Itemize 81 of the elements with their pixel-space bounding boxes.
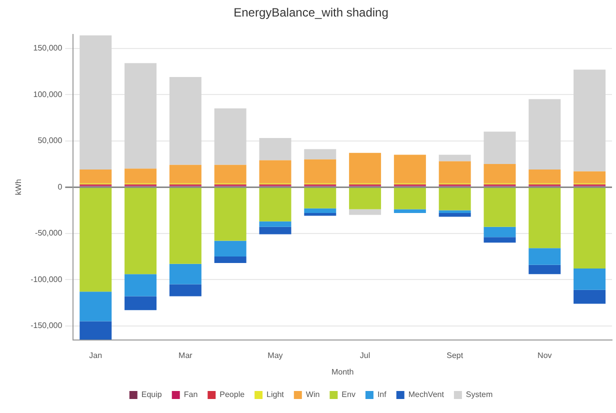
legend-label: People <box>220 390 246 400</box>
bar <box>169 264 202 284</box>
y-tick-label: -50,000 <box>35 228 63 238</box>
bar <box>124 188 157 274</box>
bar <box>80 188 112 292</box>
x-tick-label: Sept <box>446 350 464 360</box>
bar <box>304 213 336 216</box>
bar <box>438 154 471 162</box>
bar <box>349 152 382 184</box>
bar <box>259 138 292 160</box>
bar <box>304 159 336 184</box>
legend-label: Win <box>306 390 320 400</box>
bar <box>484 132 516 164</box>
bar <box>438 213 471 217</box>
x-tick-label: Mar <box>178 350 193 360</box>
x-axis-title: Month <box>331 367 354 376</box>
bar <box>574 290 606 304</box>
bar <box>528 248 561 265</box>
bar <box>349 188 382 210</box>
bar <box>169 188 202 264</box>
bar <box>259 188 292 222</box>
bar <box>438 188 471 210</box>
bar <box>304 149 336 160</box>
bar <box>438 210 471 214</box>
bar <box>169 76 202 165</box>
x-tick-label: Nov <box>538 350 552 360</box>
bar <box>528 170 561 184</box>
y-axis-title: kWh <box>14 179 24 196</box>
bar <box>394 209 426 214</box>
legend-label: System <box>466 390 493 400</box>
bar <box>574 268 606 290</box>
bar <box>214 188 246 241</box>
y-tick-label: 150,000 <box>33 43 63 52</box>
x-tick-label: Jul <box>360 350 370 360</box>
bar <box>124 296 157 310</box>
bar <box>259 226 292 234</box>
bar <box>574 171 606 184</box>
legend-label: Equip <box>141 390 162 400</box>
bar <box>80 321 112 340</box>
bar <box>394 188 426 210</box>
bar <box>528 188 561 248</box>
bar <box>214 164 246 184</box>
y-tick-label: 0 <box>58 182 63 192</box>
legend-label: Fan <box>184 390 198 400</box>
bar <box>80 170 112 184</box>
bar <box>574 188 606 269</box>
bar <box>80 35 112 170</box>
x-tick-label: May <box>268 350 283 360</box>
bar <box>438 161 471 184</box>
bar <box>124 274 157 296</box>
bar <box>124 168 157 184</box>
bar <box>169 164 202 184</box>
bar <box>484 226 516 238</box>
y-tick-label: 50,000 <box>38 136 63 146</box>
bar <box>349 209 382 215</box>
bar <box>528 99 561 170</box>
bar <box>484 164 516 184</box>
bar <box>169 284 202 296</box>
bar <box>80 292 112 322</box>
y-tick-label: 100,000 <box>33 90 63 99</box>
y-tick-label: -100,000 <box>30 274 63 284</box>
bar <box>394 154 426 184</box>
bar <box>528 264 561 274</box>
legend-label: Light <box>266 390 285 400</box>
bar <box>214 108 246 165</box>
bar <box>259 221 292 227</box>
bar <box>484 188 516 227</box>
bar <box>214 240 246 257</box>
bar <box>304 188 336 208</box>
legend-label: Env <box>342 390 356 400</box>
bar <box>214 256 246 263</box>
bar <box>574 70 606 172</box>
bar <box>304 208 336 214</box>
bar <box>484 237 516 243</box>
y-tick-label: -150,000 <box>30 321 63 330</box>
bar <box>259 160 292 184</box>
legend-label: Inf <box>377 390 388 400</box>
x-tick-label: Jan <box>89 350 102 360</box>
chart-title: EnergyBalance_with shading <box>234 6 388 20</box>
legend-label: MechVent <box>408 390 445 400</box>
bar <box>124 63 157 169</box>
